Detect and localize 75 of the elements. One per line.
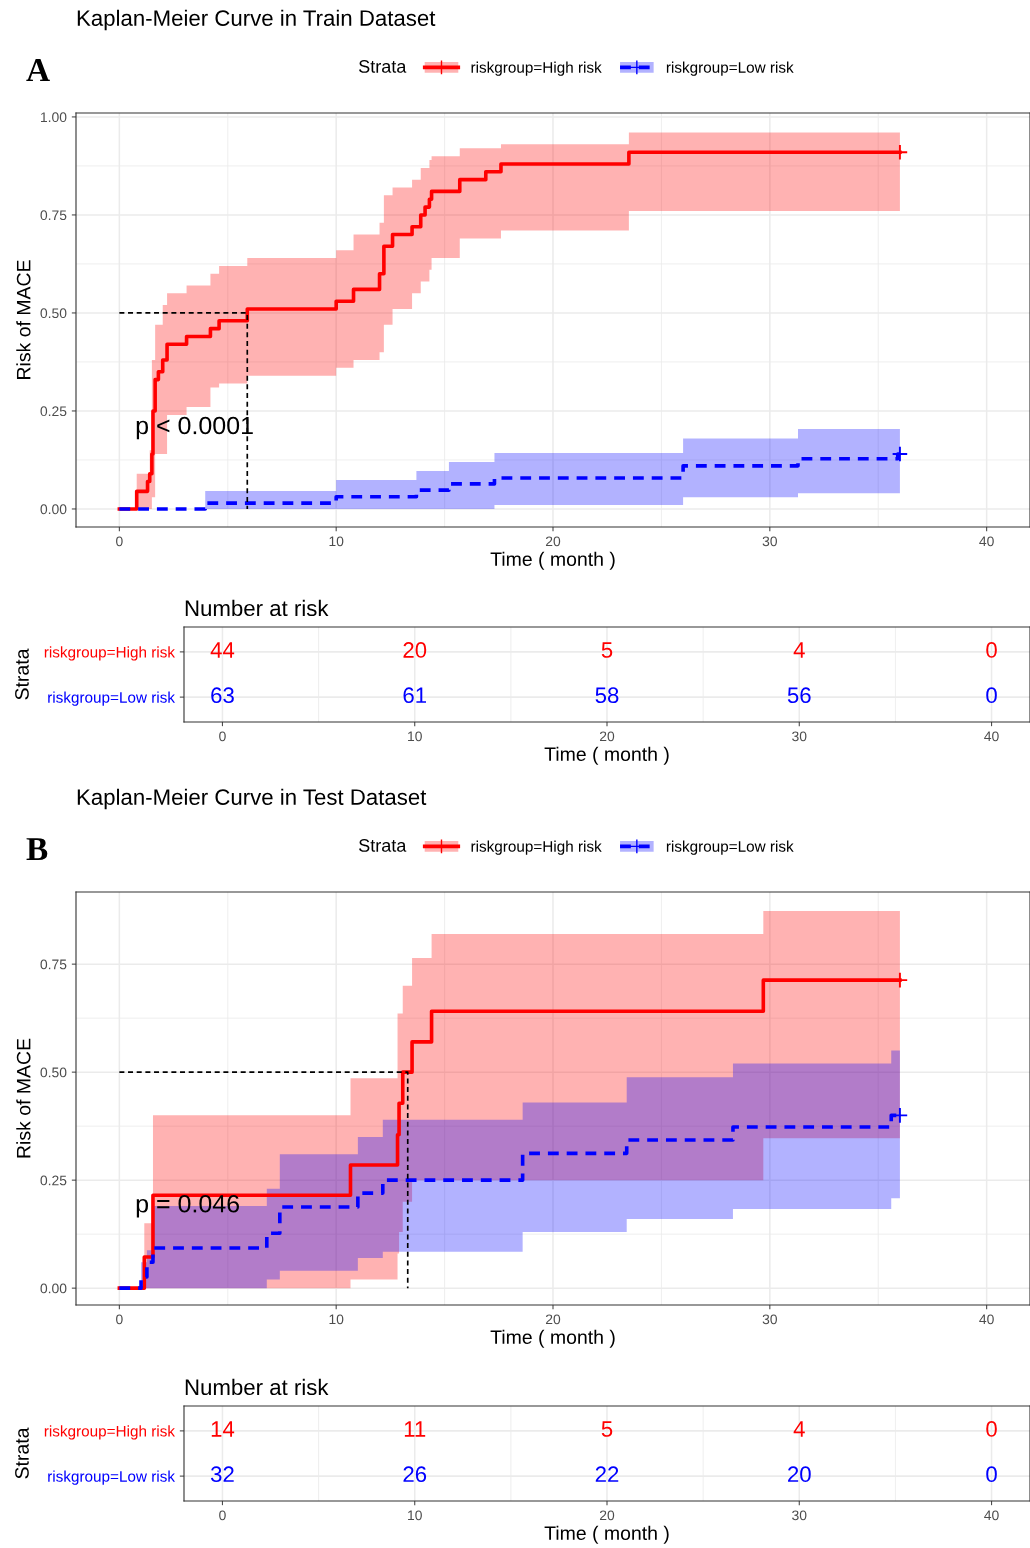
- x-axis-title: Time ( month ): [490, 1329, 615, 1348]
- y-tick-label: 0.50: [40, 308, 67, 319]
- x-tick-label: 30: [762, 536, 777, 547]
- legend-label: riskgroup=High risk: [471, 840, 602, 855]
- data-label: 11: [404, 1421, 426, 1437]
- y-tick-label: riskgroup=Low risk: [48, 691, 175, 706]
- x-tick-label: 40: [979, 536, 994, 547]
- chart-title: Kaplan-Meier Curve in Train Dataset: [77, 9, 436, 31]
- data-label: 0: [986, 687, 997, 704]
- y-tick-label: riskgroup=Low risk: [48, 1470, 175, 1485]
- y-tick-label: 0.50: [40, 1067, 67, 1078]
- x-axis-title: Time ( month ): [544, 1525, 669, 1544]
- data-label: 20: [403, 642, 427, 658]
- x-tick-label: 0: [219, 731, 226, 742]
- annotation: p < 0.0001: [136, 416, 253, 440]
- x-tick-label: 10: [329, 536, 344, 547]
- legend-label: riskgroup=Low risk: [666, 840, 794, 855]
- data-label: 61: [403, 687, 426, 704]
- y-tick-label: 0.25: [40, 406, 67, 417]
- y-tick-label: 0.75: [40, 959, 67, 970]
- x-tick-label: 30: [792, 731, 807, 742]
- legend-title: Strata: [359, 839, 407, 852]
- data-label: 5: [601, 1421, 613, 1437]
- x-tick-label: 20: [545, 536, 561, 547]
- data-label: 0: [986, 642, 997, 658]
- chart-title: Number at risk: [185, 599, 329, 617]
- y-axis-title: Risk of MACE: [16, 1038, 31, 1158]
- data-label: 20: [788, 1466, 811, 1483]
- x-tick-label: 0: [116, 536, 123, 547]
- x-tick-label: 40: [979, 1314, 994, 1325]
- data-label: 14: [211, 1421, 235, 1437]
- x-tick-label: 0: [219, 1510, 226, 1521]
- y-tick-label: riskgroup=High risk: [44, 1425, 175, 1440]
- x-tick-label: 40: [984, 1510, 999, 1521]
- data-label: 58: [595, 687, 619, 704]
- y-tick-label: riskgroup=High risk: [44, 646, 175, 661]
- y-tick-label: 1.00: [41, 112, 67, 123]
- x-tick-label: 30: [762, 1314, 777, 1325]
- data-label: 26: [403, 1466, 427, 1483]
- data-label: 56: [787, 687, 811, 704]
- legend-label: riskgroup=Low risk: [666, 61, 794, 76]
- x-tick-label: 20: [599, 731, 615, 742]
- legend-title: Strata: [359, 60, 407, 73]
- x-tick-label: 10: [408, 731, 422, 742]
- data-label: 0: [986, 1466, 997, 1483]
- x-tick-label: 30: [792, 1510, 807, 1521]
- annotation: p = 0.046: [136, 1194, 239, 1218]
- data-label: 5: [601, 642, 613, 658]
- text: A: [26, 59, 50, 82]
- y-tick-label: 0.75: [40, 210, 67, 221]
- data-label: 63: [211, 687, 234, 704]
- data-label: 4: [793, 1421, 805, 1437]
- x-tick-label: 0: [116, 1314, 123, 1325]
- text: B: [26, 838, 48, 861]
- data-label: 32: [210, 1466, 234, 1483]
- data-label: 4: [793, 642, 805, 658]
- x-tick-label: 10: [329, 1314, 344, 1325]
- x-tick-label: 20: [599, 1510, 615, 1521]
- x-axis-title: Time ( month ): [544, 746, 669, 765]
- y-axis-title: Risk of MACE: [16, 260, 31, 379]
- x-axis-title: Time ( month ): [490, 551, 615, 570]
- y-tick-label: 0.00: [40, 504, 67, 515]
- x-tick-label: 20: [545, 1314, 561, 1325]
- data-label: 44: [210, 642, 235, 658]
- x-tick-label: 10: [408, 1510, 422, 1521]
- y-tick-label: 0.25: [40, 1175, 67, 1186]
- legend-label: riskgroup=High risk: [471, 61, 602, 76]
- y-axis-title: Strata: [15, 648, 29, 700]
- y-axis-title: Strata: [15, 1427, 29, 1479]
- data-label: 0: [986, 1421, 997, 1437]
- data-label: 22: [595, 1466, 619, 1482]
- chart-title: Number at risk: [185, 1378, 329, 1396]
- chart-title: Kaplan-Meier Curve in Test Dataset: [77, 788, 427, 810]
- x-tick-label: 40: [984, 731, 999, 742]
- y-tick-label: 0.00: [40, 1283, 67, 1294]
